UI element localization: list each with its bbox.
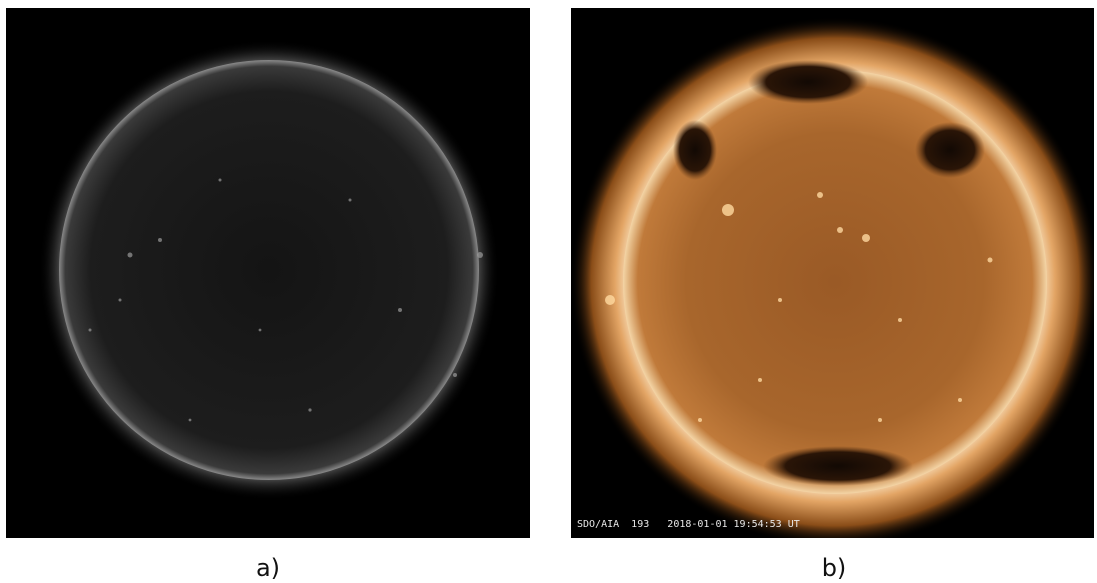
- panel-label: a): [256, 554, 280, 582]
- figure: SDO/AIA 193 2018-01-01 19:54:53 UT a) b): [0, 0, 1097, 583]
- image-b: SDO/AIA 193 2018-01-01 19:54:53 UT: [567, 8, 1097, 550]
- page: SDO/AIA 193 2018-01-01 19:54:53 UT a) b)…: [0, 0, 1097, 583]
- image-a: [6, 8, 530, 538]
- image-caption: SDO/AIA 193 2018-01-01 19:54:53 UT: [577, 519, 800, 530]
- panel-label: b): [822, 554, 847, 582]
